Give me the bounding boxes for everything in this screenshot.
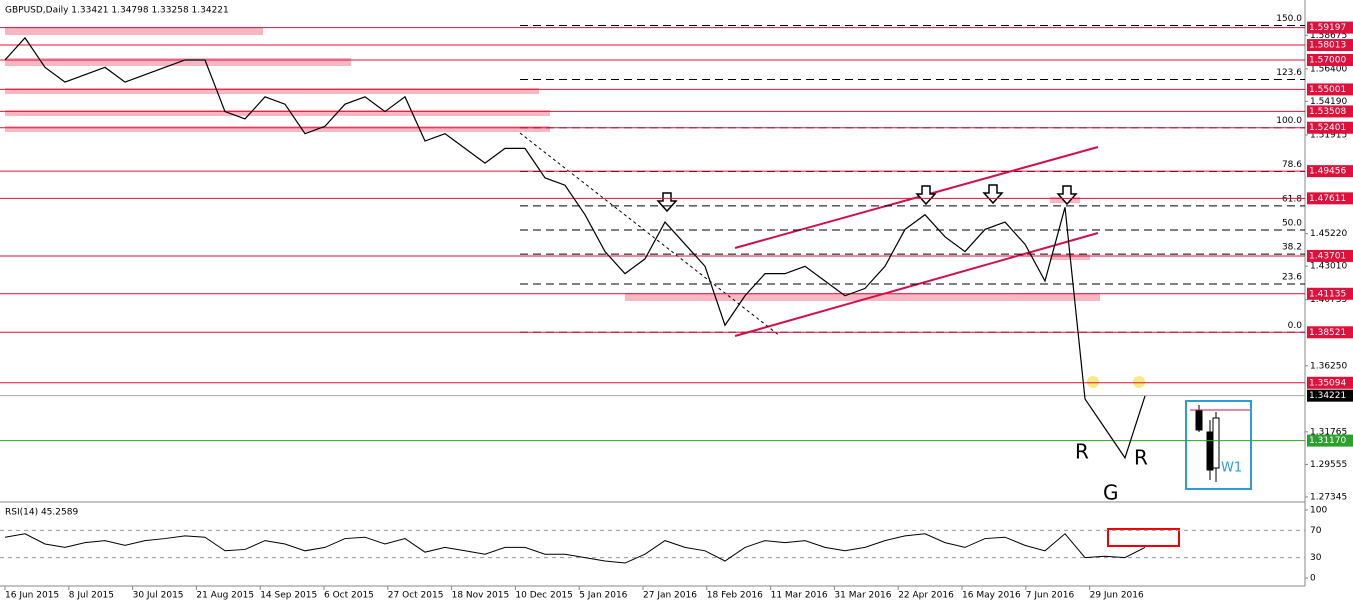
annotation: R	[1134, 446, 1148, 470]
rsi-tick-label: 0	[1310, 574, 1316, 584]
rsi-tick-label: 30	[1310, 553, 1322, 563]
chart-title: GBPUSD,Daily 1.33421 1.34798 1.33258 1.3…	[5, 6, 229, 16]
price-label-box	[1307, 53, 1353, 66]
x-tick-label: 22 Apr 2016	[898, 591, 954, 601]
rsi-tick-label: 100	[1310, 506, 1327, 516]
weekly-candles	[1190, 405, 1250, 482]
price-label-box	[1307, 434, 1353, 447]
price-label: 1.52401	[1309, 123, 1346, 133]
fib-label: 100.0	[1276, 116, 1302, 126]
price-label-box	[1307, 83, 1353, 96]
y-tick-label: 1.40735	[1310, 295, 1347, 305]
price-label-box	[1307, 249, 1353, 262]
x-tick-label: 10 Dec 2015	[515, 591, 573, 601]
y-tick-label: 1.27345	[1310, 492, 1347, 502]
y-tick-label: 1.45220	[1310, 229, 1347, 239]
price-label: 1.57000	[1309, 55, 1346, 65]
price-label: 1.38521	[1309, 328, 1346, 338]
x-tick-label: 14 Sep 2015	[260, 591, 317, 601]
y-tick-label: 1.36250	[1310, 361, 1347, 371]
weekly-box	[1185, 400, 1252, 490]
price-label: 1.53508	[1309, 107, 1346, 117]
x-tick-label: 30 Jul 2015	[133, 591, 184, 601]
price-label: 1.34221	[1309, 391, 1346, 401]
y-tick-label: 1.56400	[1310, 64, 1347, 74]
price-label: 1.47611	[1309, 194, 1346, 204]
x-tick-label: 7 Jun 2016	[1026, 591, 1075, 601]
fib-label: 123.6	[1276, 68, 1302, 78]
fib-label: 78.6	[1282, 160, 1302, 170]
price-label: 1.31170	[1309, 436, 1346, 446]
price-label-box	[1307, 105, 1353, 118]
price-label: 1.58013	[1309, 41, 1346, 51]
price-label: 1.55001	[1309, 85, 1346, 95]
annotation: G	[1103, 481, 1119, 505]
rsi-tick-label: 70	[1310, 526, 1322, 536]
fib-label: 38.2	[1282, 243, 1302, 253]
x-tick-label: 29 Jun 2016	[1090, 591, 1144, 601]
y-tick-label: 1.29555	[1310, 460, 1347, 470]
x-tick-label: 8 Jul 2015	[69, 591, 114, 601]
price-label-box	[1307, 121, 1353, 134]
annotation: R	[1075, 440, 1089, 464]
rsi-box	[1107, 528, 1180, 547]
y-tick-label: 1.31765	[1310, 427, 1347, 437]
price-label-box	[1307, 192, 1353, 205]
x-tick-label: 11 Mar 2016	[771, 591, 828, 601]
x-tick-label: 31 Mar 2016	[834, 591, 891, 601]
fib-label: 150.0	[1276, 14, 1302, 24]
x-tick-label: 16 May 2016	[962, 591, 1021, 601]
price-label-box	[1307, 389, 1353, 402]
price-label: 1.41135	[1309, 289, 1346, 299]
marker	[1087, 376, 1099, 388]
price-label-box	[1307, 165, 1353, 178]
rsi-title: RSI(14) 45.2589	[5, 508, 78, 518]
x-tick-label: 18 Nov 2015	[452, 591, 510, 601]
marker	[1133, 376, 1145, 388]
y-tick-label: 1.58675	[1310, 31, 1347, 41]
price-label-box	[1307, 287, 1353, 300]
x-tick-label: 21 Aug 2015	[196, 591, 254, 601]
x-tick-label: 16 Jun 2015	[5, 591, 59, 601]
y-tick-label: 1.43010	[1310, 262, 1347, 272]
price-label: 1.49456	[1309, 167, 1346, 177]
price-label-box	[1307, 21, 1353, 34]
price-label-box	[1307, 376, 1353, 389]
price-label: 1.43701	[1309, 251, 1346, 261]
price-label: 1.59197	[1309, 23, 1346, 33]
price-label-box	[1307, 326, 1353, 339]
price-label: 1.35094	[1309, 378, 1346, 388]
annotation: W1	[1221, 461, 1242, 476]
y-tick-label: 1.54190	[1310, 97, 1347, 107]
x-tick-label: 18 Feb 2016	[707, 591, 763, 601]
x-tick-label: 5 Jan 2016	[579, 591, 627, 601]
fib-label: 0.0	[1288, 321, 1303, 331]
fib-label: 23.6	[1282, 273, 1302, 283]
x-tick-label: 27 Oct 2015	[388, 591, 444, 601]
price-label-box	[1307, 39, 1353, 52]
rsi-line	[4, 533, 1146, 564]
price-line	[4, 36, 1146, 460]
x-tick-label: 27 Jan 2016	[643, 591, 697, 601]
trend-line	[519, 132, 781, 337]
x-tick-label: 6 Oct 2015	[324, 591, 374, 601]
y-tick-label: 1.51915	[1310, 130, 1347, 140]
fib-label: 50.0	[1282, 219, 1302, 229]
fib-label: 61.8	[1282, 194, 1302, 204]
